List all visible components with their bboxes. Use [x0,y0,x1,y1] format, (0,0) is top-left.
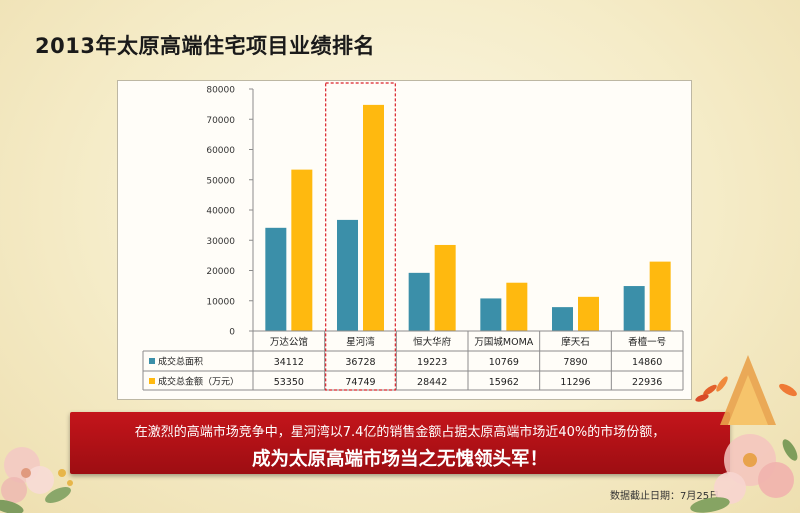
data-value-amount: 74749 [345,377,375,388]
data-cutoff-note: 数据截止日期：7月25日 [610,491,720,502]
y-tick-label: 60000 [206,146,235,156]
data-value-area: 10769 [489,357,519,368]
y-tick-label: 0 [229,328,235,338]
category-label: 恒大华府 [413,336,452,348]
banner-line-2: 成为太原高端市场当之无愧领头军！ [251,449,548,470]
chart-panel: 0 10000 20000 30000 40000 50000 60000 70000 8000… [117,80,692,400]
data-value-area: 14860 [632,357,662,368]
category-label: 摩天石 [561,336,590,348]
data-value-amount: 28442 [417,377,447,388]
y-tick-label: 80000 [206,86,235,96]
legend-label-amount: 成交总金额（万元） [158,376,239,388]
bar-area [408,272,430,331]
y-tick-label: 20000 [206,267,235,277]
bar-amount [578,296,599,331]
data-value-area: 7890 [563,357,587,368]
category-label: 万国城MOMA [474,337,533,348]
bar-amount [291,169,313,331]
highlight-box [325,82,396,391]
legend-label-area: 成交总面积 [158,356,203,368]
bar-amount [649,261,671,331]
bar-area [337,219,358,331]
legend-swatch-amount [149,378,155,384]
category-label: 星河湾 [346,336,375,348]
bar-area [480,298,502,331]
bar-area [265,227,287,331]
y-tick-label: 70000 [206,116,235,126]
category-label: 万达公馆 [270,336,308,348]
data-value-amount: 15962 [489,377,519,388]
banner-line-1: 在激烈的高端市场竞争中，星河湾以7.4亿的销售金额占据太原高端市场近40%的市场… [134,425,666,440]
category-label: 香檀一号 [628,336,666,348]
bar-chart: 0 10000 20000 30000 40000 50000 60000 70000 8000… [142,82,684,391]
y-tick-label: 40000 [206,207,235,217]
data-value-amount: 11296 [560,377,590,388]
summary-banner: 在激烈的高端市场竞争中，星河湾以7.4亿的销售金额占据太原高端市场近40%的市场… [70,412,730,474]
bar-area [552,307,573,331]
y-tick-label: 50000 [206,176,235,186]
data-value-area: 19223 [417,357,447,368]
bar-amount [506,282,528,331]
legend-swatch-area [149,358,155,364]
bar-amount [363,104,384,331]
data-value-amount: 53350 [274,377,304,388]
y-tick-label: 30000 [206,237,235,247]
data-value-area: 34112 [274,357,304,368]
data-value-amount: 22936 [632,377,662,388]
bar-area [623,286,645,331]
data-value-area: 36728 [345,357,375,368]
y-tick-label: 10000 [206,297,235,307]
bar-amount [434,244,456,331]
page-title: 2013年太原高端住宅项目业绩排名 [35,34,375,58]
